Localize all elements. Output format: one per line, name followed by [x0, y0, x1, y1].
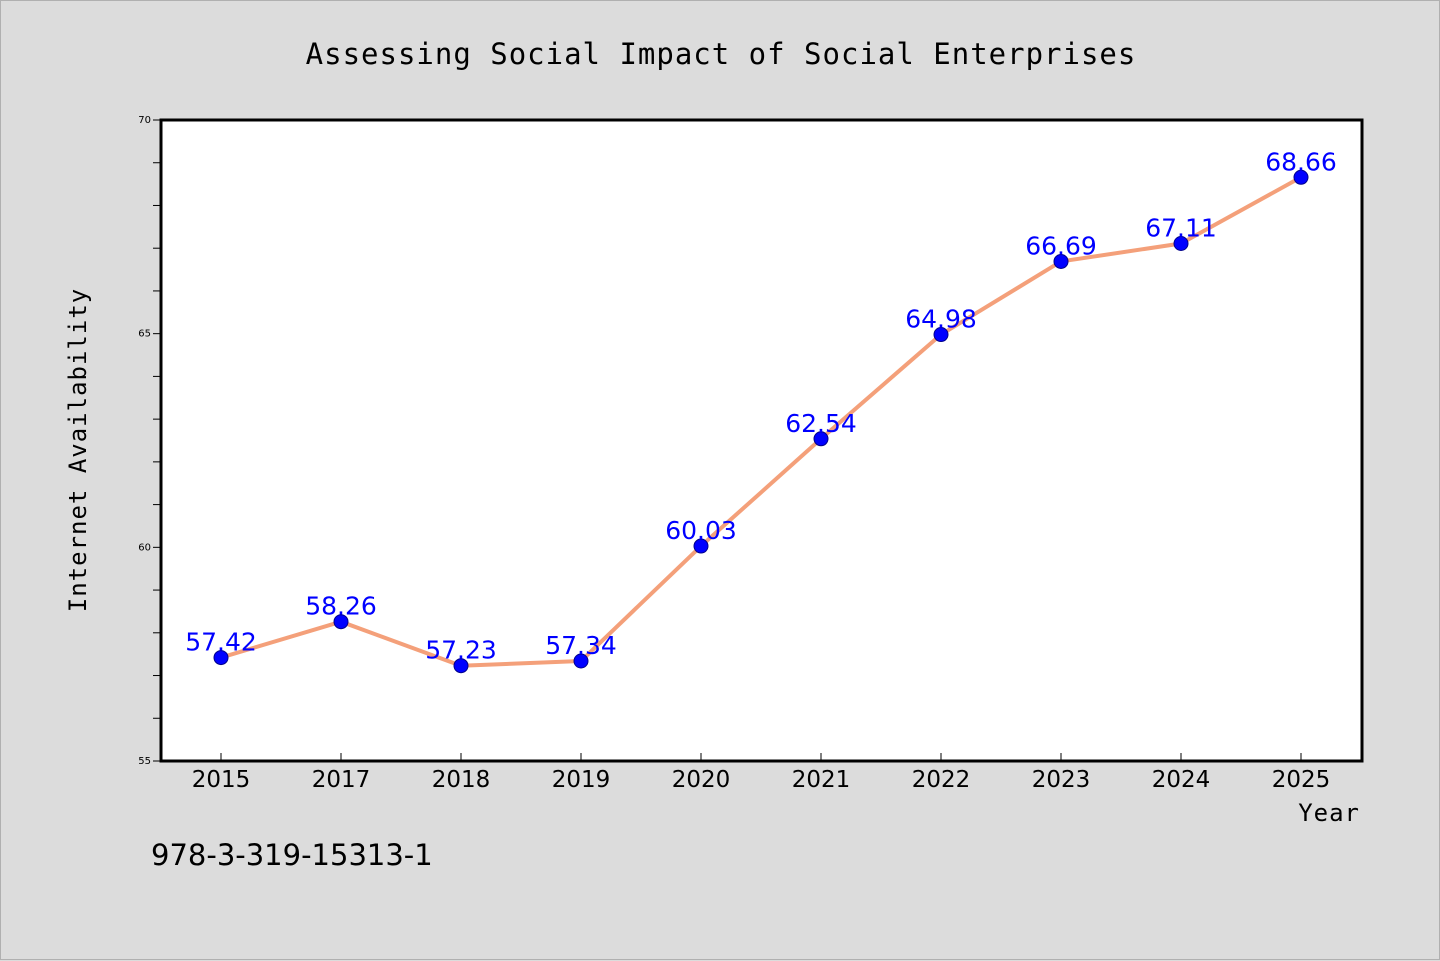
x-tick-label: 2024	[1152, 767, 1211, 793]
x-tick-label: 2018	[432, 767, 491, 793]
x-tick-label: 2020	[672, 767, 731, 793]
plot-area	[159, 118, 1364, 763]
data-point	[693, 538, 709, 554]
chart-title: Assessing Social Impact of Social Enterp…	[306, 37, 1137, 71]
x-tick-label: 2025	[1272, 767, 1331, 793]
series-line	[219, 175, 1303, 668]
data-label: 57.34	[545, 631, 617, 660]
x-tick-label: 2023	[1032, 767, 1091, 793]
y-axis: 55 60 65 70	[138, 115, 161, 767]
series-layer: 57.42 58.26 57.23 57.34 60.03 62.54 64.98 66.69…	[185, 147, 1337, 674]
data-label: 68.66	[1265, 147, 1337, 176]
data-point	[1293, 169, 1309, 185]
y-tick-label: 70	[138, 115, 151, 126]
data-point	[1053, 253, 1069, 269]
data-label: 57.42	[185, 628, 257, 657]
data-point	[933, 327, 949, 343]
data-label: 64.98	[905, 305, 977, 334]
data-point	[1173, 235, 1189, 251]
y-tick-label: 55	[138, 756, 151, 767]
data-point	[453, 658, 469, 674]
y-axis-label: Internet Availability	[64, 288, 92, 612]
data-point	[213, 650, 229, 666]
y-tick-label: 60	[138, 542, 151, 553]
y-tick-label: 65	[138, 329, 151, 340]
x-tick-label: 2017	[312, 767, 371, 793]
data-point	[573, 653, 589, 669]
data-label: 62.54	[785, 409, 857, 438]
x-axis: 2015 2017 2018 2019 2020 2021 2022 2023 2024 2025	[192, 753, 1331, 793]
x-axis-label: Year	[1298, 799, 1360, 827]
data-label: 57.23	[425, 636, 497, 665]
x-tick-label: 2019	[552, 767, 611, 793]
data-label: 67.11	[1145, 213, 1217, 242]
data-label: 60.03	[665, 516, 737, 545]
caption-text: 978-3-319-15313-1	[151, 838, 433, 872]
data-label: 58.26	[305, 592, 377, 621]
data-point	[813, 431, 829, 447]
data-point	[333, 614, 349, 630]
data-label: 66.69	[1025, 231, 1097, 260]
x-tick-label: 2022	[912, 767, 971, 793]
x-tick-label: 2015	[192, 767, 251, 793]
x-tick-label: 2021	[792, 767, 851, 793]
